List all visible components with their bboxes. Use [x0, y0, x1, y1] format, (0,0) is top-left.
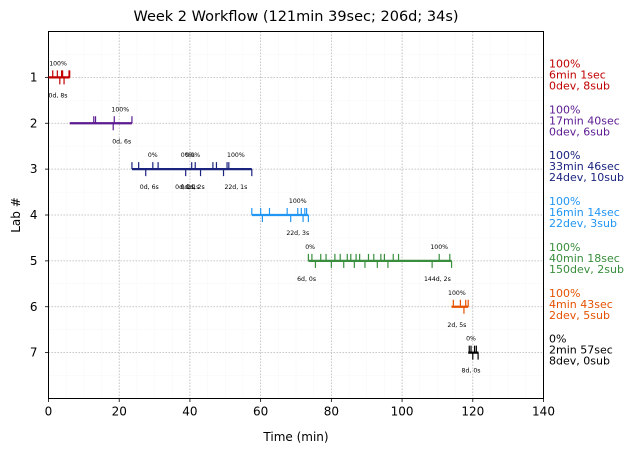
x-tick-label: 0	[45, 405, 53, 419]
pct-label: 100%	[227, 152, 245, 159]
pct-label: 100%	[289, 198, 307, 205]
side-annotation-line: 22dev, 3sub	[549, 217, 617, 230]
x-tick-label: 140	[532, 405, 555, 419]
x-tick-label: 120	[461, 405, 484, 419]
side-annotation-line: 8dev, 0sub	[549, 355, 610, 368]
pct-label: 0%	[181, 152, 191, 159]
side-annotation-line: 2dev, 5sub	[549, 309, 610, 322]
y-tick-label: 5	[30, 254, 38, 268]
y-tick-label: 1	[30, 70, 38, 84]
side-annotation-line: 100%	[549, 57, 580, 70]
pct-label: 0%	[305, 244, 315, 251]
chart-title: Week 2 Workflow (121min 39sec; 206d; 34s…	[133, 9, 458, 25]
side-annotation-line: 0%	[549, 333, 566, 346]
x-tick-label: 40	[182, 405, 197, 419]
y-tick-label: 4	[30, 208, 38, 222]
x-tick-label: 20	[112, 405, 127, 419]
side-annotation-line: 17min 40sec	[549, 114, 620, 127]
side-annotation-line: 0dev, 6sub	[549, 125, 610, 138]
pct-label: 100%	[448, 290, 466, 297]
x-tick-label: 80	[324, 405, 339, 419]
side-annotation-line: 150dev, 2sub	[549, 263, 624, 276]
x-axis-label: Time (min)	[262, 430, 328, 444]
side-annotation-line: 33min 46sec	[549, 160, 620, 173]
x-tick-label: 100	[391, 405, 414, 419]
y-tick-label: 2	[30, 116, 38, 130]
sub-label: 0d, 2s	[186, 184, 205, 191]
sub-label: 2d, 5s	[447, 322, 466, 329]
sub-label: 0d, 6s	[140, 184, 159, 191]
pct-label: 0%	[148, 152, 158, 159]
side-annotation-line: 24dev, 10sub	[549, 171, 624, 184]
pct-label: 0%	[466, 336, 476, 343]
y-axis-label: Lab #	[9, 197, 23, 233]
sub-label: 6d, 0s	[297, 276, 316, 283]
sub-label: 0d, 1s	[180, 184, 199, 191]
sub-label: 22d, 3s	[286, 230, 309, 237]
pct-label: 100%	[111, 106, 129, 113]
x-tick-label: 60	[253, 405, 268, 419]
sub-label: 0d, 6s	[112, 138, 131, 145]
side-annotation-line: 40min 18sec	[549, 252, 620, 265]
sub-label: 22d, 1s	[224, 184, 247, 191]
y-tick-label: 3	[30, 162, 38, 176]
sub-label: 0d, 2s	[175, 184, 194, 191]
y-tick-label: 7	[30, 346, 38, 360]
pct-label: 100%	[430, 244, 448, 251]
side-annotation-line: 16min 14sec	[549, 206, 620, 219]
side-annotation-line: 0dev, 8sub	[549, 79, 610, 92]
side-annotation-line: 4min 43sec	[549, 298, 613, 311]
side-annotation-line: 100%	[549, 195, 580, 208]
side-annotation-line: 100%	[549, 149, 580, 162]
side-annotation-line: 6min 1sec	[549, 68, 606, 81]
sub-label: 144d, 2s	[424, 276, 451, 283]
side-annotation-line: 2min 57sec	[549, 344, 613, 357]
y-tick-label: 6	[30, 300, 38, 314]
sub-label: 0d, 8s	[49, 92, 68, 99]
side-annotation-line: 100%	[549, 103, 580, 116]
axes: 0 20 40 60 80 100 120 140 1 2 3 4 5 6 7	[30, 70, 555, 418]
pct-label: 0%	[185, 152, 195, 159]
side-annotation-line: 100%	[549, 287, 580, 300]
sub-label: 8d, 0s	[462, 368, 481, 375]
pct-label: 100%	[49, 60, 67, 67]
pct-label: 0%	[190, 152, 200, 159]
side-annotation-line: 100%	[549, 241, 580, 254]
